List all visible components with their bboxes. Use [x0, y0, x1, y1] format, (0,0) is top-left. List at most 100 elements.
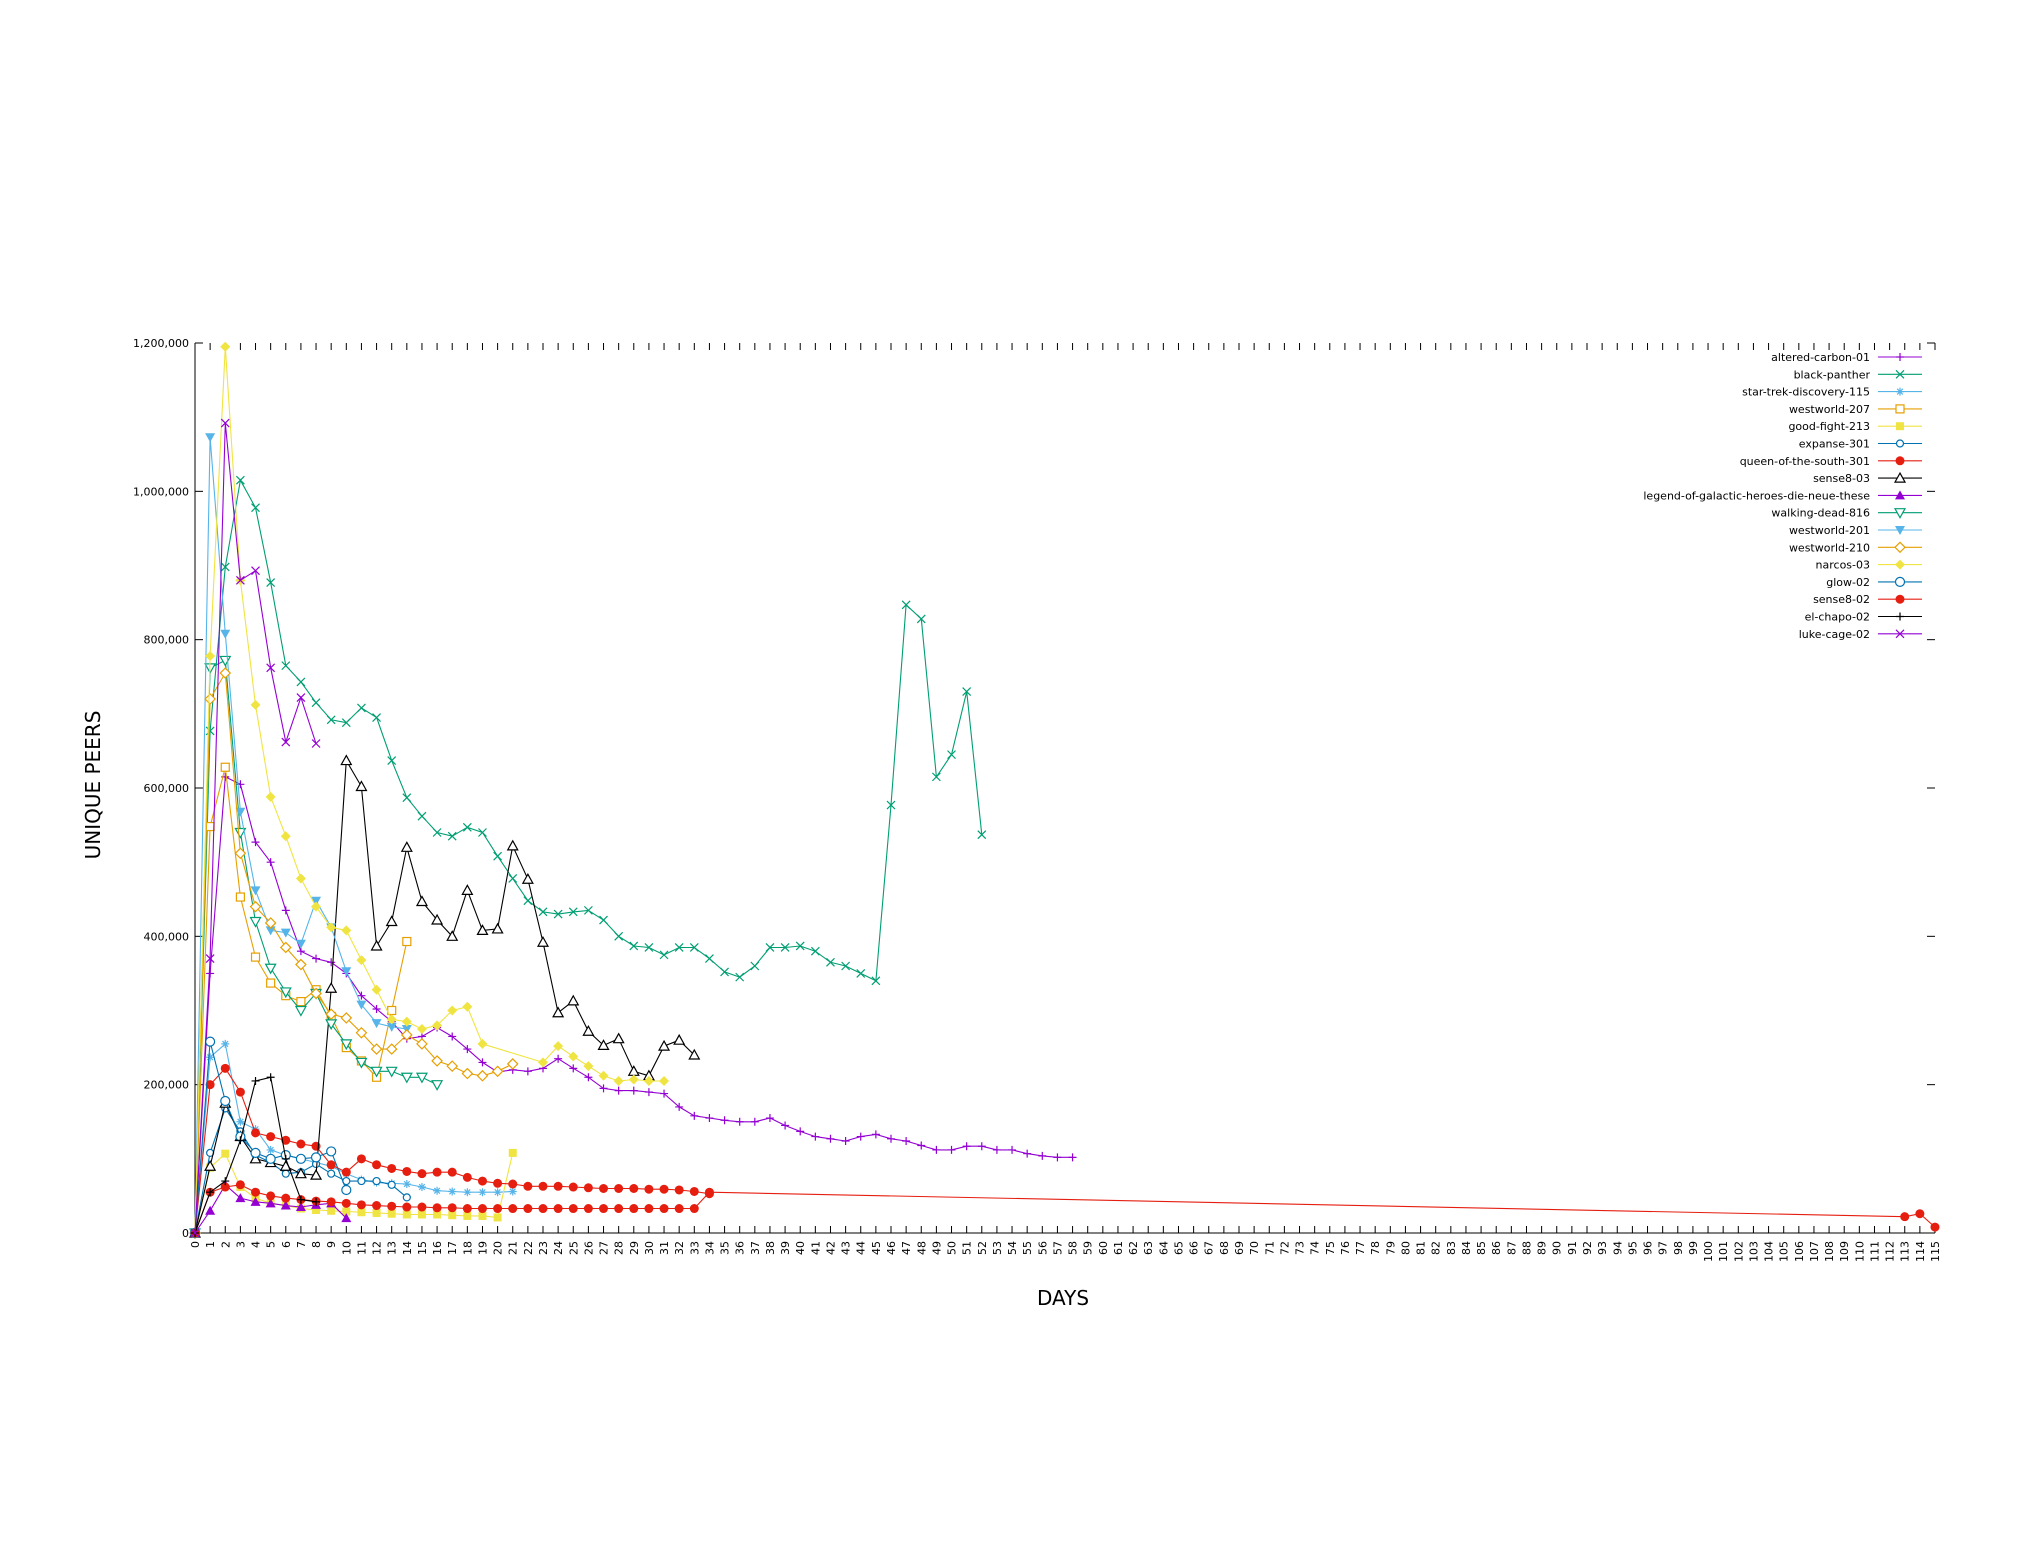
- legend-item-queen-of-the-south-301: queen-of-the-south-301: [1740, 455, 1922, 468]
- data-point: [583, 1183, 593, 1193]
- data-point: [780, 943, 790, 952]
- legend-label: black-panther: [1794, 368, 1871, 381]
- series-westworld-210: [189, 667, 519, 1239]
- data-point: [281, 661, 291, 671]
- data-point: [415, 895, 428, 907]
- data-point: [447, 831, 457, 841]
- x-tick-label: 41: [809, 1241, 822, 1255]
- data-point: [478, 828, 487, 837]
- data-point: [341, 967, 352, 977]
- data-point: [235, 892, 245, 902]
- data-point: [750, 1117, 759, 1126]
- data-point: [856, 968, 866, 978]
- legend-swatch-marker: [1895, 559, 1905, 570]
- data-point: [704, 1187, 714, 1197]
- y-tick-label: 200,000: [144, 1079, 190, 1092]
- x-tick-label: 7: [295, 1241, 308, 1248]
- data-point: [249, 900, 262, 913]
- x-tick-label: 58: [1067, 1241, 1080, 1255]
- data-point: [629, 1086, 638, 1095]
- data-point: [371, 1019, 382, 1029]
- data-point: [206, 1188, 215, 1197]
- data-point: [415, 1072, 428, 1084]
- data-point: [235, 1180, 245, 1190]
- data-point: [447, 1005, 458, 1016]
- data-point: [204, 1160, 217, 1171]
- data-point: [735, 972, 745, 982]
- data-point: [205, 1036, 216, 1047]
- x-tick-label: 49: [930, 1241, 943, 1255]
- legend-item-el-chapo-02: el-chapo-02: [1805, 611, 1922, 624]
- x-tick-label: 37: [749, 1241, 762, 1255]
- data-point: [599, 1084, 608, 1093]
- x-tick-label: 86: [1490, 1241, 1503, 1255]
- legend-label: el-chapo-02: [1805, 611, 1870, 624]
- x-tick-label: 6: [280, 1241, 293, 1248]
- data-point: [689, 1204, 699, 1214]
- data-point: [417, 1183, 426, 1192]
- data-point: [235, 575, 245, 585]
- data-point: [280, 831, 291, 842]
- data-point: [688, 1048, 701, 1060]
- y-tick-label: 400,000: [144, 930, 190, 943]
- data-point: [463, 1045, 472, 1054]
- data-point: [325, 982, 338, 993]
- data-point: [446, 1060, 459, 1072]
- data-point: [249, 916, 262, 928]
- data-point: [204, 693, 216, 705]
- data-point: [628, 1074, 639, 1085]
- data-point: [508, 874, 518, 883]
- x-tick-label: 22: [522, 1241, 535, 1255]
- data-point: [478, 1188, 487, 1197]
- legend-label: glow-02: [1826, 576, 1870, 589]
- data-point: [251, 838, 260, 847]
- x-tick-label: 68: [1218, 1241, 1231, 1255]
- legend-swatch-marker: [1893, 508, 1907, 519]
- data-point: [326, 1146, 337, 1157]
- data-point: [340, 1039, 353, 1051]
- data-point: [750, 961, 760, 971]
- data-point: [385, 915, 398, 927]
- data-point: [491, 1065, 504, 1078]
- data-point: [357, 1176, 366, 1186]
- legend-item-sense8-03: sense8-03: [1813, 471, 1922, 485]
- data-point: [795, 941, 805, 951]
- x-tick-label: 113: [1899, 1241, 1912, 1262]
- data-point: [340, 1012, 353, 1024]
- data-point: [629, 1184, 639, 1193]
- x-tick-label: 52: [976, 1241, 989, 1255]
- data-point: [387, 1163, 397, 1173]
- data-point: [327, 958, 336, 967]
- data-point: [599, 1204, 609, 1214]
- data-point: [312, 954, 321, 963]
- data-point: [417, 1169, 427, 1179]
- data-point: [705, 1114, 714, 1123]
- data-point: [886, 800, 896, 810]
- data-point: [977, 1142, 986, 1151]
- data-point: [326, 922, 337, 933]
- x-tick-label: 115: [1929, 1241, 1942, 1262]
- x-tick-label: 59: [1082, 1241, 1095, 1255]
- x-tick-label: 66: [1188, 1241, 1201, 1255]
- series-narcos-03: [190, 341, 670, 1238]
- x-tick-label: 26: [582, 1241, 595, 1255]
- data-point: [205, 433, 216, 443]
- data-point: [781, 1121, 790, 1130]
- data-point: [931, 772, 941, 782]
- x-tick-label: 63: [1142, 1241, 1155, 1255]
- legend-label: sense8-03: [1813, 472, 1870, 485]
- x-tick-label: 104: [1763, 1241, 1776, 1262]
- data-point: [841, 1137, 850, 1146]
- x-tick-label: 54: [1006, 1241, 1019, 1255]
- data-point: [296, 996, 306, 1007]
- data-point: [491, 922, 504, 934]
- data-point: [583, 905, 593, 915]
- x-tick-label: 114: [1914, 1241, 1927, 1262]
- x-tick-label: 62: [1127, 1241, 1140, 1255]
- x-tick-label: 33: [688, 1241, 701, 1255]
- data-point: [250, 1147, 261, 1159]
- data-point: [538, 1204, 548, 1214]
- data-point: [205, 726, 215, 736]
- x-tick-label: 10: [340, 1241, 353, 1255]
- data-point: [370, 939, 383, 951]
